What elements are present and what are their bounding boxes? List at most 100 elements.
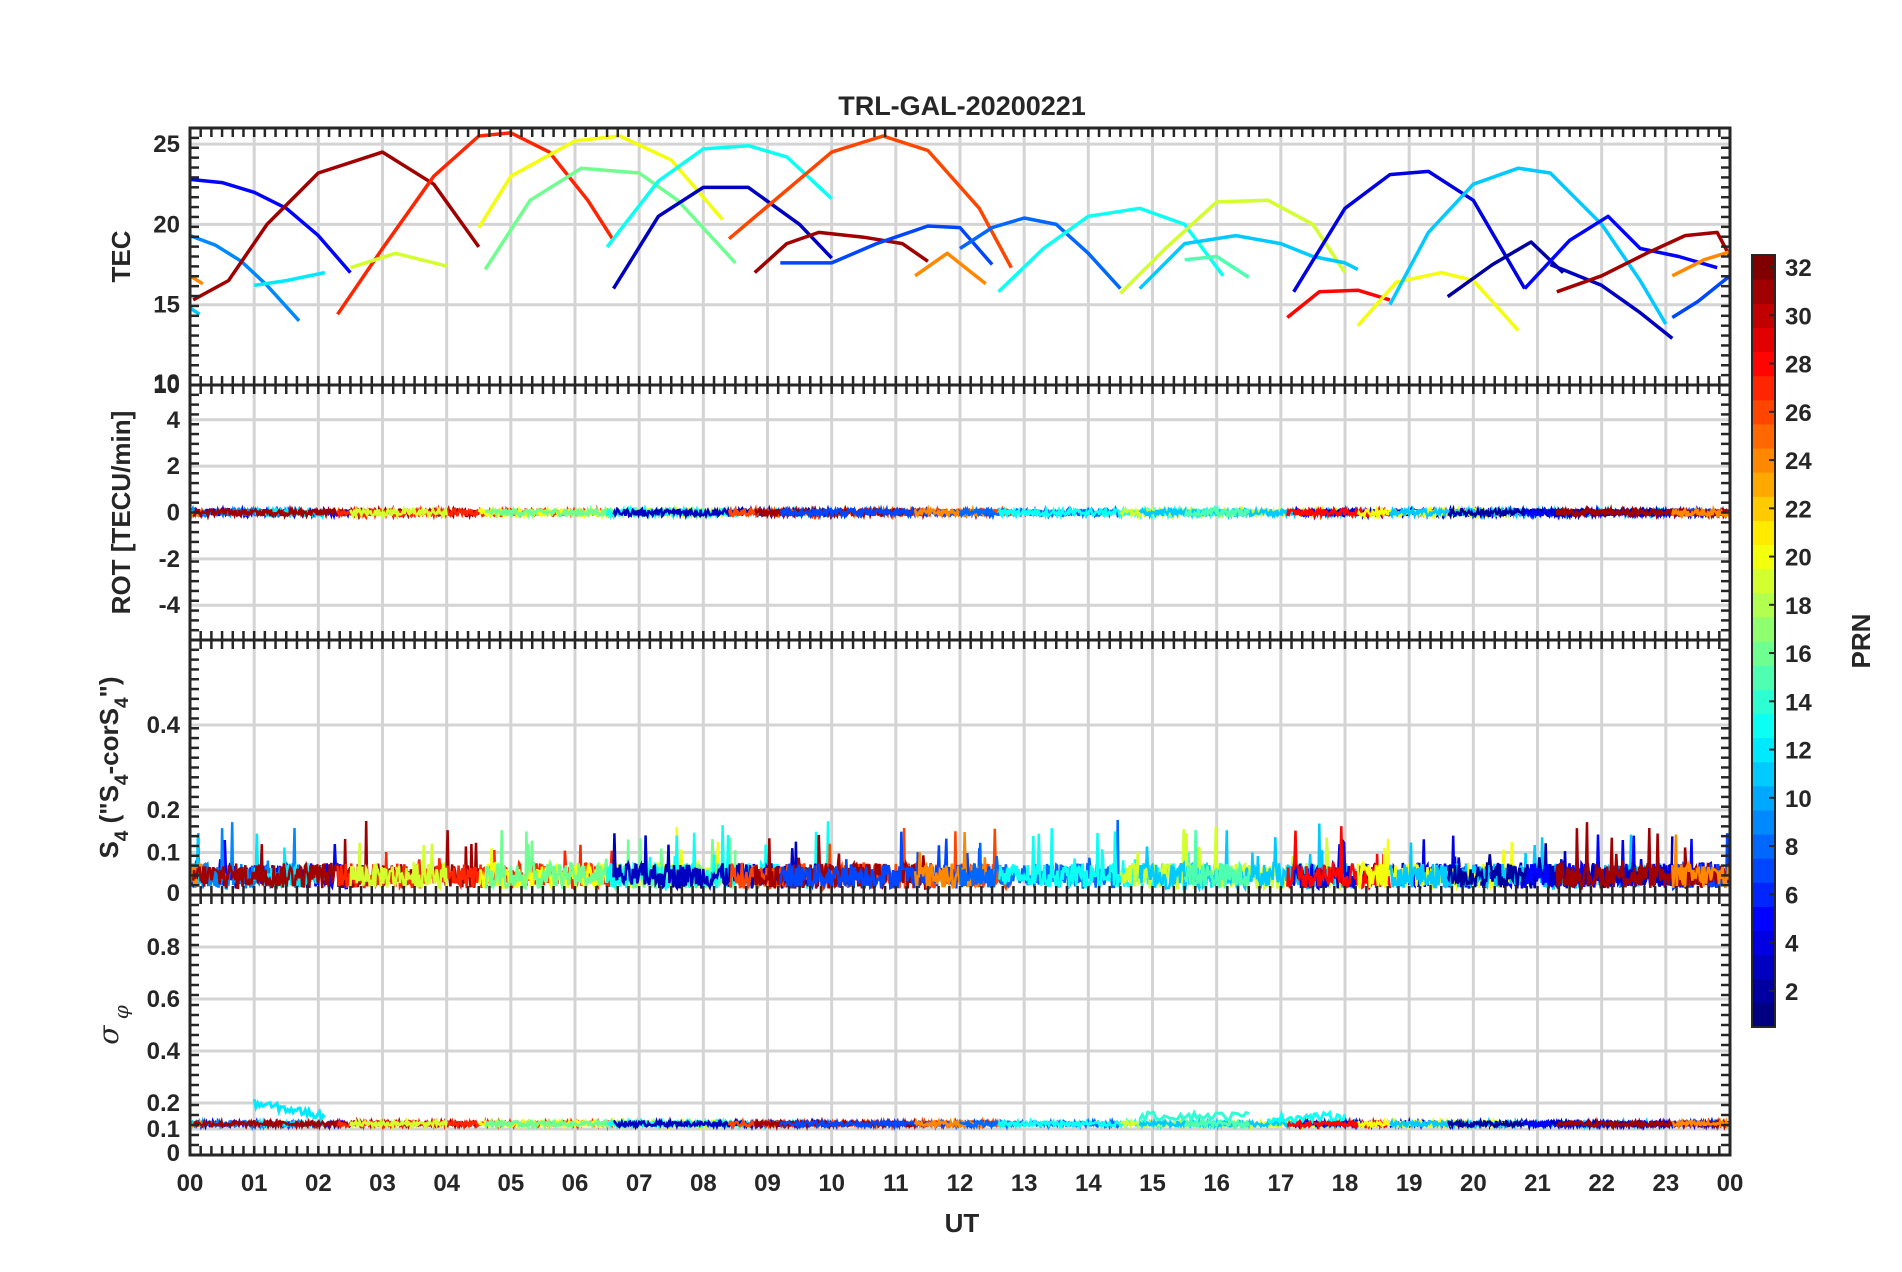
xtick-label: 11 [883,1170,908,1197]
xtick-label: 09 [754,1170,781,1197]
s4-series-prn-31 [1555,822,1732,890]
sigma-enhanced-prn-13 [1266,1109,1347,1125]
colorbar-swatch [1752,592,1775,618]
colorbar-swatch [1752,858,1775,883]
colorbar-swatch [1752,906,1775,932]
panel-tec-ylabel: TEC [106,230,136,282]
xtick-label: 16 [1203,1170,1230,1197]
colorbar-tick-label: 16 [1785,641,1812,668]
colorbar-tick-label: 30 [1785,303,1812,330]
xtick-label: 04 [433,1170,460,1197]
xtick-label: 12 [947,1170,974,1197]
colorbar-swatch [1752,689,1775,714]
tec-series-prn-31 [753,230,929,274]
tec-series-prn-3 [1549,262,1674,340]
colorbar-swatch [1752,1002,1775,1028]
colorbar-frame [1751,254,1776,1028]
tec-series-prn-13 [997,206,1225,294]
colorbar-swatch [1752,954,1775,980]
colorbar-swatch [1752,544,1775,570]
panel-s4-data [188,819,1732,893]
colorbar-swatch [1752,279,1775,304]
panel-tec: 10 15 20 25 TEC [106,126,1732,397]
colorbar-swatch [1752,351,1775,377]
sigma-series-prn-15 [1183,1117,1251,1131]
tec-series-prn-11 [1138,233,1359,290]
xtick-label: 22 [1588,1170,1615,1197]
colorbar-swatch [1752,882,1775,907]
panel-sigma-ytick-label: 0 [167,1140,180,1167]
xtick-label: 06 [562,1170,589,1197]
panel-rot-ytick-label: 4 [167,407,181,434]
rot-series-prn-15 [1184,505,1250,521]
xtick-label: 17 [1267,1170,1294,1197]
tec-series-prn-31 [192,150,481,302]
xtick-label: 03 [369,1170,396,1197]
tec-series-prn-15 [1184,254,1250,279]
panel-rot-ytick-label: 2 [167,453,180,480]
colorbar-tick-label: 18 [1785,593,1812,620]
panel-rot-data [188,504,1732,521]
tec-series-prn-24 [1671,250,1731,278]
panel-tec-ytick-label: 20 [153,211,180,238]
colorbar-swatch [1752,448,1775,473]
tec-series-prn-7 [1671,274,1732,319]
tec-series-prn-31 [1556,230,1732,294]
tec-series-prn-16 [483,166,737,271]
tec-series-prn-5 [1523,214,1718,290]
colorbar-swatch [1752,255,1775,280]
colorbar-tick-label: 2 [1785,979,1798,1006]
panel-sigma: 00.10.20.40.60.8σ φ00 01 02 03 04 05 06 07 08 09 1… [92,893,1743,1197]
tec-series-prn-2 [1446,240,1565,299]
colorbar-swatch [1752,761,1775,787]
tec-series-prn-7 [780,224,994,266]
tec-series-prn-27 [336,131,615,316]
panel-sigma-ytick-label: 0.2 [147,1090,180,1117]
sigma-series-prn-19 [349,1116,448,1131]
colorbar-tick-label: 28 [1785,352,1812,379]
chart-title: TRL-GAL-20200221 [838,91,1086,121]
panel-s4-ytick-label: 0.2 [147,797,180,824]
tec-series-prn-19 [1119,198,1347,295]
x-axis-title: UT [945,1208,980,1238]
panel-rot-ytick-label-top: 10 [153,372,180,399]
rot-series-prn-24 [1671,504,1732,520]
panel-tec-ytick-label: 15 [153,292,180,319]
colorbar-tick-label: 22 [1785,496,1812,523]
colorbar-swatch [1752,616,1775,642]
colorbar-swatch [1752,665,1775,690]
tec-series-prn-4 [1292,169,1527,293]
colorbar-swatch [1752,496,1775,521]
panel-sigma-frame [188,893,1732,1157]
colorbar-swatch [1752,737,1775,763]
colorbar-swatch [1752,472,1775,497]
tec-series-prn-19 [349,251,448,270]
colorbar-swatch [1752,303,1775,328]
panel-tec-ytick-label: 25 [153,131,180,158]
colorbar-tick-label: 10 [1785,786,1812,813]
tec-series-prn-20 [1356,270,1520,332]
colorbar-tick-label: 6 [1785,882,1798,909]
tec-series-prn-11 [189,306,201,316]
colorbar-tick-label: 12 [1785,738,1812,765]
colorbar-swatch [1752,978,1775,1004]
panel-rot-ytick-label: -4 [159,592,181,619]
xtick-label: 14 [1075,1170,1102,1197]
tec-series-prn-28 [1286,288,1391,319]
xtick-label: 21 [1524,1170,1551,1197]
xtick-label: 20 [1460,1170,1487,1197]
xtick-label: 23 [1652,1170,1679,1197]
colorbar-tick-label: 24 [1785,448,1812,475]
panel-sigma-ytick-label: 0.6 [147,986,180,1013]
panel-sigma-data [188,1098,1732,1132]
colorbar-tick-label: 20 [1785,545,1812,572]
colorbar-swatch [1752,713,1775,739]
colorbar-swatch [1752,327,1775,353]
colorbar-tick-label: 26 [1785,400,1812,427]
colorbar-swatch [1752,785,1775,811]
colorbar-swatch [1752,641,1775,666]
xtick-label: 19 [1396,1170,1423,1197]
tec-series-prn-26 [727,134,1013,269]
